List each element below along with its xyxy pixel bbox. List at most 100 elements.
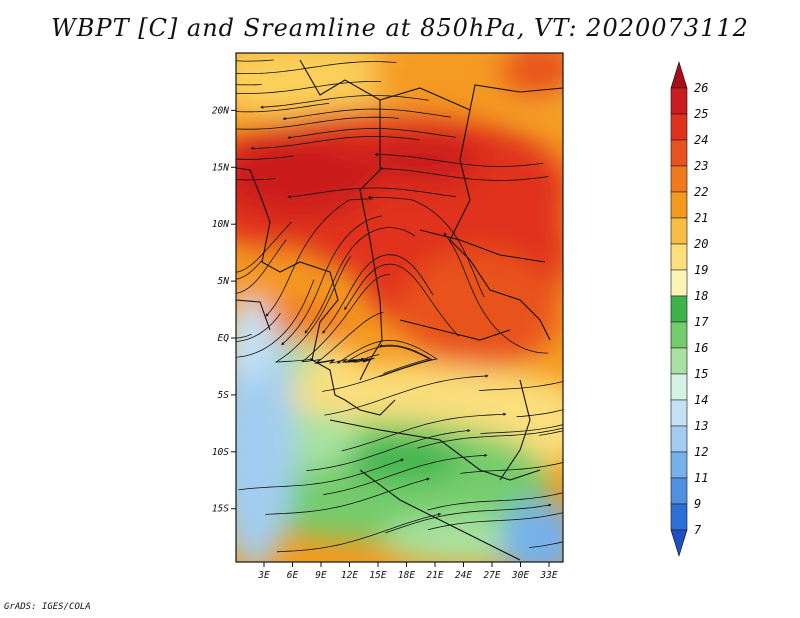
streamline (265, 198, 374, 317)
streamline (236, 116, 400, 130)
streamline (282, 108, 452, 121)
streamline (385, 503, 552, 534)
colorbar-swatch (670, 295, 688, 323)
colorbar: 26 25 24 23 22 21 20 19 18 17 16 15 14 13 12 11 9 7 (670, 60, 709, 558)
streamline (287, 187, 456, 199)
streamline (427, 492, 563, 511)
colorbar-swatch (670, 347, 688, 375)
colorbar-label: 13 (694, 419, 708, 433)
streamline (460, 462, 563, 474)
colorbar-label: 11 (694, 471, 708, 485)
streamline (374, 152, 544, 167)
streamline (287, 128, 456, 140)
streamline (236, 313, 281, 342)
streamline (304, 227, 416, 334)
colorbar-label: 7 (694, 523, 702, 537)
streamline (276, 512, 442, 553)
colorbar-swatch (670, 529, 688, 558)
streamline (260, 95, 429, 109)
colorbar-swatch (670, 87, 688, 115)
lon-label: 30E (511, 570, 529, 581)
streamline (236, 279, 315, 358)
lon-label: 3E (257, 570, 270, 581)
lon-label: 15E (369, 570, 386, 581)
colorbar-swatch (670, 477, 688, 505)
lon-label: 33E (539, 570, 557, 581)
lat-label: 5S (218, 390, 230, 401)
streamline (516, 409, 563, 418)
grads-credit: GrADS: IGES/COLA (4, 602, 91, 612)
lon-label: 27E (483, 570, 500, 581)
streamline (236, 155, 294, 160)
colorbar-swatch (670, 60, 688, 89)
colorbar-label: 23 (694, 159, 708, 173)
streamline (238, 458, 405, 491)
lat-label: 15S (212, 504, 229, 515)
streamline (236, 178, 276, 181)
streamline (324, 374, 489, 416)
temperature-field (236, 53, 563, 562)
colorbar-swatch (670, 113, 688, 141)
streamline (236, 59, 274, 62)
colorbar-swatch (670, 243, 688, 271)
lat-label: 5N (218, 276, 230, 287)
colorbar-swatch (670, 321, 688, 349)
colorbar-label: 9 (694, 497, 701, 511)
colorbar-label: 19 (694, 263, 708, 277)
colorbar-swatch (670, 451, 688, 479)
streamline (337, 339, 438, 378)
colorbar-label: 22 (694, 185, 708, 199)
streamline (323, 453, 488, 496)
lon-label: 18E (398, 570, 415, 581)
colorbar-swatch (670, 399, 688, 427)
streamlines (236, 59, 563, 553)
streamline (265, 477, 430, 515)
lat-label: 20N (212, 105, 229, 116)
colorbar-swatch (670, 165, 688, 193)
streamline (417, 427, 563, 449)
colorbar-swatch (670, 191, 688, 219)
streamline (356, 354, 380, 363)
colorbar-label: 24 (694, 133, 708, 147)
colorbar-swatch (670, 373, 688, 401)
colorbar-label: 18 (694, 289, 708, 303)
plot-frame (235, 52, 564, 563)
streamline (306, 429, 471, 471)
colorbar-label: 12 (694, 445, 708, 459)
lat-label: 10S (212, 447, 229, 458)
colorbar-label: 14 (694, 393, 708, 407)
lat-label: 10N (212, 219, 229, 230)
colorbar-label: 20 (694, 237, 708, 251)
country-borders (236, 59, 563, 561)
colorbar-label: 17 (694, 315, 709, 329)
streamline (236, 102, 330, 113)
longitude-axis: 3E 6E 9E 12E 15E 18E 21E 24E 27E 30E 33E (257, 562, 558, 581)
lon-label: 21E (426, 570, 443, 581)
colorbar-label: 26 (694, 81, 708, 95)
lon-label: 12E (341, 570, 358, 581)
streamline (322, 344, 433, 392)
lon-label: 9E (315, 570, 327, 581)
colorbar-swatch (670, 269, 688, 297)
streamline (367, 195, 485, 298)
colorbar-swatch (670, 139, 688, 167)
lat-label: EQ (218, 333, 230, 344)
streamline (341, 412, 507, 452)
colorbar-swatch (670, 425, 688, 453)
streamline (236, 239, 287, 294)
colorbar-swatch (670, 503, 688, 531)
colorbar-swatch (670, 217, 688, 245)
streamline (250, 136, 420, 150)
streamline (344, 263, 459, 337)
lat-label: 15N (212, 162, 229, 173)
streamline (322, 254, 434, 334)
streamline (236, 221, 292, 273)
streamline (274, 255, 352, 363)
lon-label: 6E (287, 570, 299, 581)
streamline (443, 232, 549, 354)
map-title: WBPT [C] and Sreamline at 850hPa, VT: 20… (51, 14, 749, 42)
colorbar-label: 16 (694, 341, 708, 355)
streamline (427, 512, 563, 531)
streamline (529, 541, 563, 548)
latitude-axis: 20N 15N 10N 5N EQ 5S 10S 15S (212, 105, 236, 515)
